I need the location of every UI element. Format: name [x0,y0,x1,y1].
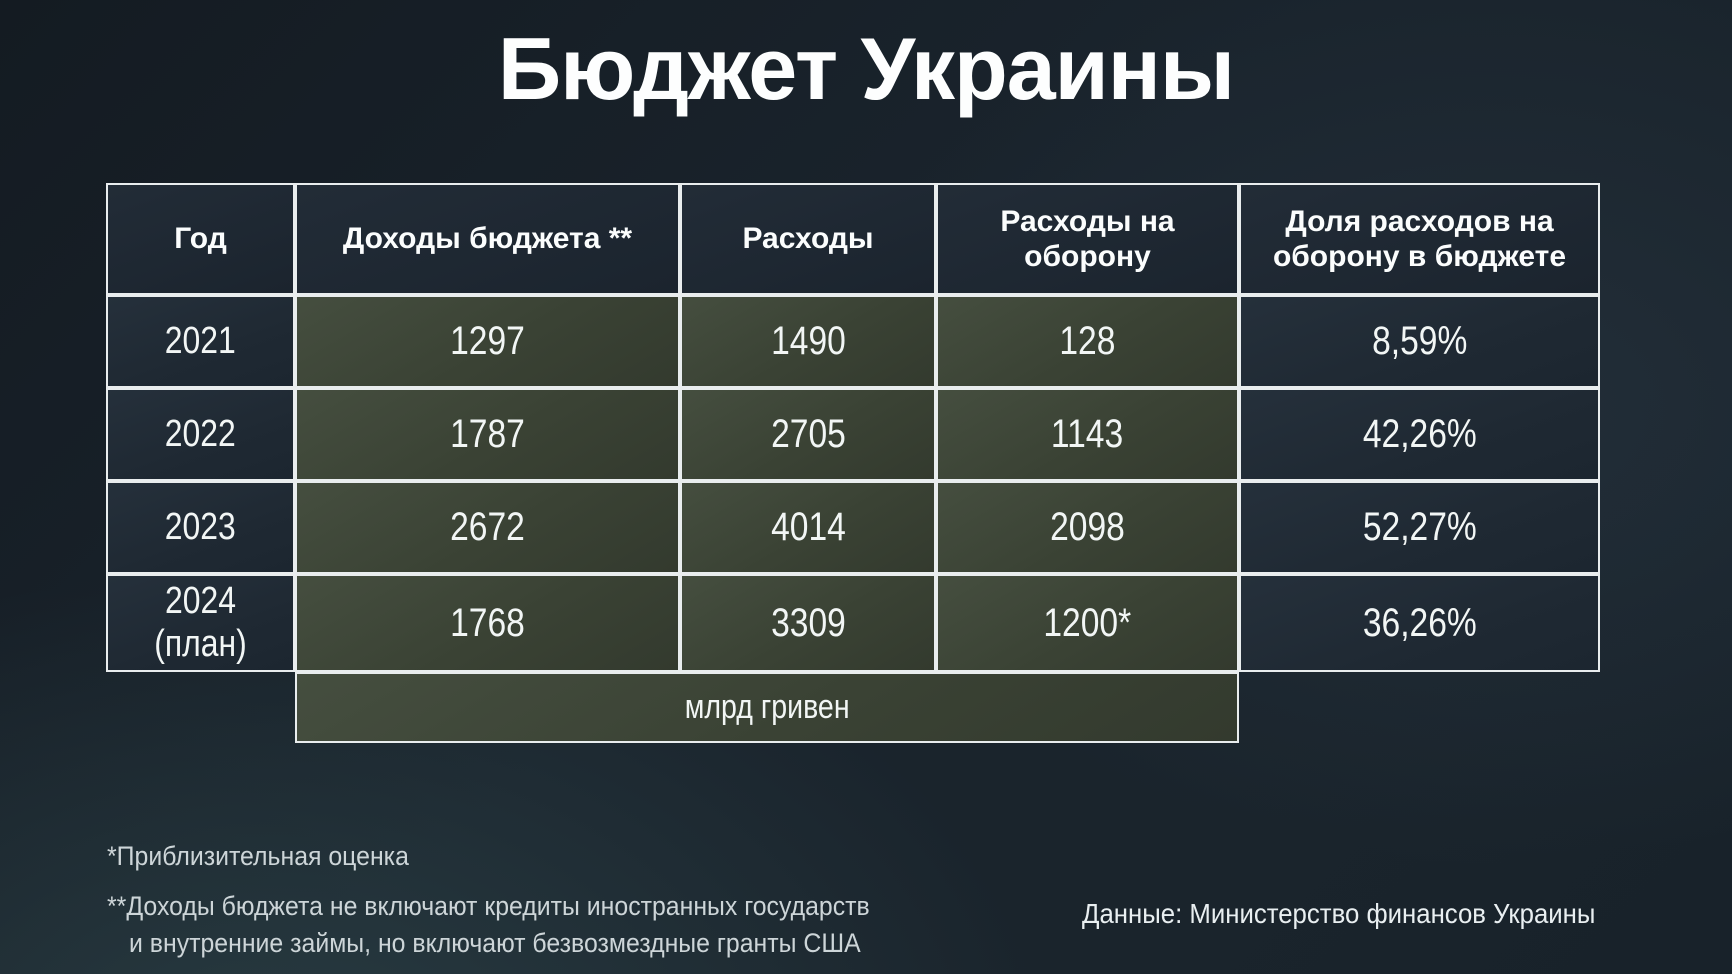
header-label: Доходы бюджета ** [342,222,633,256]
income-value: 1787 [450,412,525,456]
header-label: Расходы [742,222,874,256]
budget-table: Год Доходы бюджета ** Расходы Расходы на… [106,183,1600,743]
defense-value: 128 [1059,319,1116,363]
table-row-2022-income: 1787 [295,388,680,481]
source-label: Данные: Министерство финансов Украины [1081,898,1596,929]
expenses-value: 3309 [770,600,846,645]
income-value: 2672 [450,505,525,549]
table-row-2021-expenses: 1490 [680,295,936,388]
column-header-defense: Расходы на оборону [936,183,1239,295]
year-value: 2024 (план) [154,580,247,665]
table-row-2022-year: 2022 [106,388,295,481]
share-value: 36,26% [1362,600,1477,645]
table-row-2024-share: 36,26% [1239,574,1600,672]
year-value: 2022 [164,413,237,456]
header-label: Расходы на оборону [1000,204,1175,273]
table-row-2021-year: 2021 [106,295,295,388]
data-source-credit: Данные: Министерство финансов Украины [1082,898,1640,930]
table-row-2021-defense: 128 [936,295,1239,388]
defense-value: 2098 [1050,505,1125,549]
table-row-2024-defense: 1200* [936,574,1239,672]
year-value: 2021 [164,320,237,363]
table-row-2023-defense: 2098 [936,481,1239,574]
header-label: Год [174,222,227,256]
expenses-value: 1490 [770,319,846,363]
table-row-2024-expenses: 3309 [680,574,936,672]
income-value: 1297 [450,319,525,363]
table-row-2023-expenses: 4014 [680,481,936,574]
header-label: Доля расходов на оборону в бюджете [1272,204,1567,273]
expenses-value: 2705 [770,412,846,456]
table-row-2024-year: 2024 (план) [106,574,295,672]
unit-row: млрд гривен [295,672,1239,743]
table-row-2022-share: 42,26% [1239,388,1600,481]
year-value: 2023 [164,506,237,549]
table-row-2021-share: 8,59% [1239,295,1600,388]
expenses-value: 4014 [770,505,846,549]
income-value: 1768 [450,600,525,645]
unit-label: млрд гривен [684,688,850,726]
column-header-year: Год [106,183,295,295]
column-header-defense-share: Доля расходов на оборону в бюджете [1239,183,1600,295]
defense-value: 1143 [1051,412,1124,456]
table-row-2024-income: 1768 [295,574,680,672]
footnote-income-definition-line1: **Доходы бюджета не включают кредиты ино… [107,891,870,922]
table-row-2023-income: 2672 [295,481,680,574]
footnote-income-definition-line2: и внутренние займы, но включают безвозме… [129,927,861,958]
table-row-2023-share: 52,27% [1239,481,1600,574]
column-header-income: Доходы бюджета ** [295,183,680,295]
table-row-2023-year: 2023 [106,481,295,574]
share-value: 52,27% [1362,505,1477,549]
defense-value: 1200* [1043,600,1132,645]
page-title: Бюджет Украины [497,19,1235,118]
table-row-2022-defense: 1143 [936,388,1239,481]
share-value: 42,26% [1362,412,1477,456]
share-value: 8,59% [1371,319,1468,363]
table-row-2022-expenses: 2705 [680,388,936,481]
footnote-approximate-estimate: *Приблизительная оценка [107,841,409,871]
footnotes: *Приблизительная оценка **Доходы бюджета… [107,838,936,961]
column-header-expenses: Расходы [680,183,936,295]
table-row-2021-income: 1297 [295,295,680,388]
